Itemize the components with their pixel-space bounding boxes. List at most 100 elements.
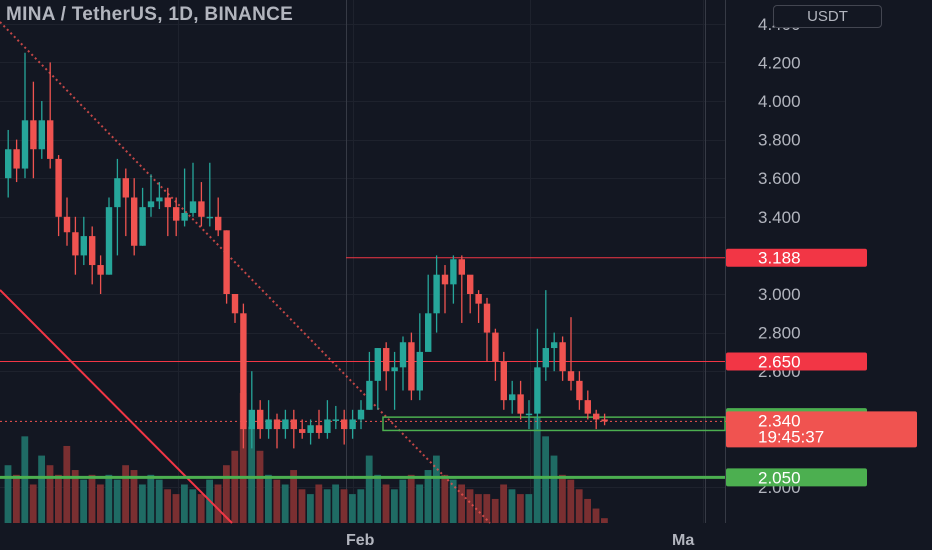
candle: [366, 351, 373, 410]
volume-bar: [315, 484, 323, 523]
candle-body: [30, 120, 37, 150]
price-badge-bg: [726, 248, 867, 267]
candle-body: [399, 342, 407, 368]
dotted-trend-line: [0, 21, 491, 524]
volume-bar: [466, 489, 474, 523]
candle: [307, 419, 314, 445]
grid-lines: [0, 0, 725, 523]
candle: [450, 255, 457, 304]
candle-body: [441, 274, 449, 285]
candle: [139, 187, 146, 246]
candle-body: [198, 201, 205, 217]
candle-body: [492, 332, 499, 362]
time-tick-label: Ma: [672, 532, 694, 549]
volume-bar: [349, 494, 356, 523]
volume-bar: [491, 498, 499, 523]
candle-body: [601, 419, 608, 422]
volume-bar: [298, 489, 306, 523]
volume-bar: [113, 479, 121, 523]
candle-body: [416, 351, 423, 391]
volume-bar: [407, 474, 415, 523]
candle: [273, 413, 281, 449]
volume-bar: [181, 484, 188, 523]
candle-body: [147, 201, 155, 208]
candle: [433, 255, 440, 333]
candle-body: [181, 212, 188, 221]
candle-body: [534, 367, 541, 414]
candle: [164, 187, 171, 237]
candle-body: [114, 178, 121, 208]
candle-body: [383, 348, 390, 372]
candle-body: [38, 120, 45, 150]
price-axis-area: [726, 0, 932, 550]
volume-bar: [139, 484, 146, 523]
candle: [492, 328, 499, 381]
candle-body: [458, 259, 465, 275]
volume-bar: [517, 494, 524, 523]
volume-bar: [265, 474, 272, 523]
candle: [21, 52, 29, 179]
candle-body: [467, 274, 474, 294]
candle-body: [139, 207, 146, 246]
volume-bar: [122, 465, 129, 523]
candle-body: [273, 419, 281, 430]
candle-body: [559, 342, 566, 372]
volume-bar: [550, 455, 558, 523]
candles: [5, 52, 608, 449]
volume-bar: [483, 494, 491, 523]
price-badge-3188: 3.188: [726, 248, 867, 268]
candle: [324, 400, 331, 439]
volume-bar: [449, 479, 457, 523]
candle: [80, 216, 87, 266]
candle: [576, 371, 583, 410]
volume-bars: [4, 393, 608, 523]
candle: [173, 197, 180, 237]
candle: [593, 409, 600, 430]
candle-body: [231, 294, 239, 314]
volume-bar: [575, 489, 583, 523]
volume-bar: [63, 445, 71, 523]
volume-bar: [88, 474, 96, 523]
candle: [72, 216, 79, 275]
candle: [55, 155, 62, 237]
volume-bar: [601, 518, 608, 523]
volume-bar: [458, 484, 465, 523]
candle-body: [206, 216, 213, 219]
volume-bar: [382, 484, 390, 523]
candle-body: [265, 419, 272, 430]
volume-bar: [584, 498, 591, 523]
candle: [542, 290, 549, 381]
candle: [509, 380, 516, 414]
candle: [357, 400, 365, 430]
candle: [399, 336, 407, 391]
candle-body: [72, 232, 79, 256]
candle: [30, 81, 37, 179]
price-badge-label: 2.650: [758, 353, 801, 372]
candle-body: [332, 419, 339, 421]
candle-body: [5, 149, 12, 179]
candle: [47, 62, 54, 169]
volume-bar: [273, 479, 281, 523]
price-tick-label: 3.400: [758, 208, 801, 227]
candle: [559, 336, 566, 381]
candle-body: [156, 197, 163, 202]
volume-bar: [332, 484, 339, 523]
currency-unit-button[interactable]: USDT: [773, 5, 882, 28]
volume-bar: [256, 450, 264, 523]
volume-bar: [155, 479, 163, 523]
volume-bar: [416, 484, 423, 523]
candle-body: [240, 313, 247, 430]
volume-bar: [508, 489, 516, 523]
volume-bar: [475, 494, 482, 523]
volume-bar: [567, 479, 575, 523]
volume-bar: [164, 489, 171, 523]
candle-body: [315, 425, 323, 433]
last-price-badge-bg: [726, 411, 917, 448]
volume-bar: [172, 494, 180, 523]
candle: [13, 139, 20, 183]
volume-bar: [365, 455, 373, 523]
candle-body: [173, 207, 180, 221]
candle-body: [55, 158, 62, 217]
candle-body: [567, 371, 575, 381]
